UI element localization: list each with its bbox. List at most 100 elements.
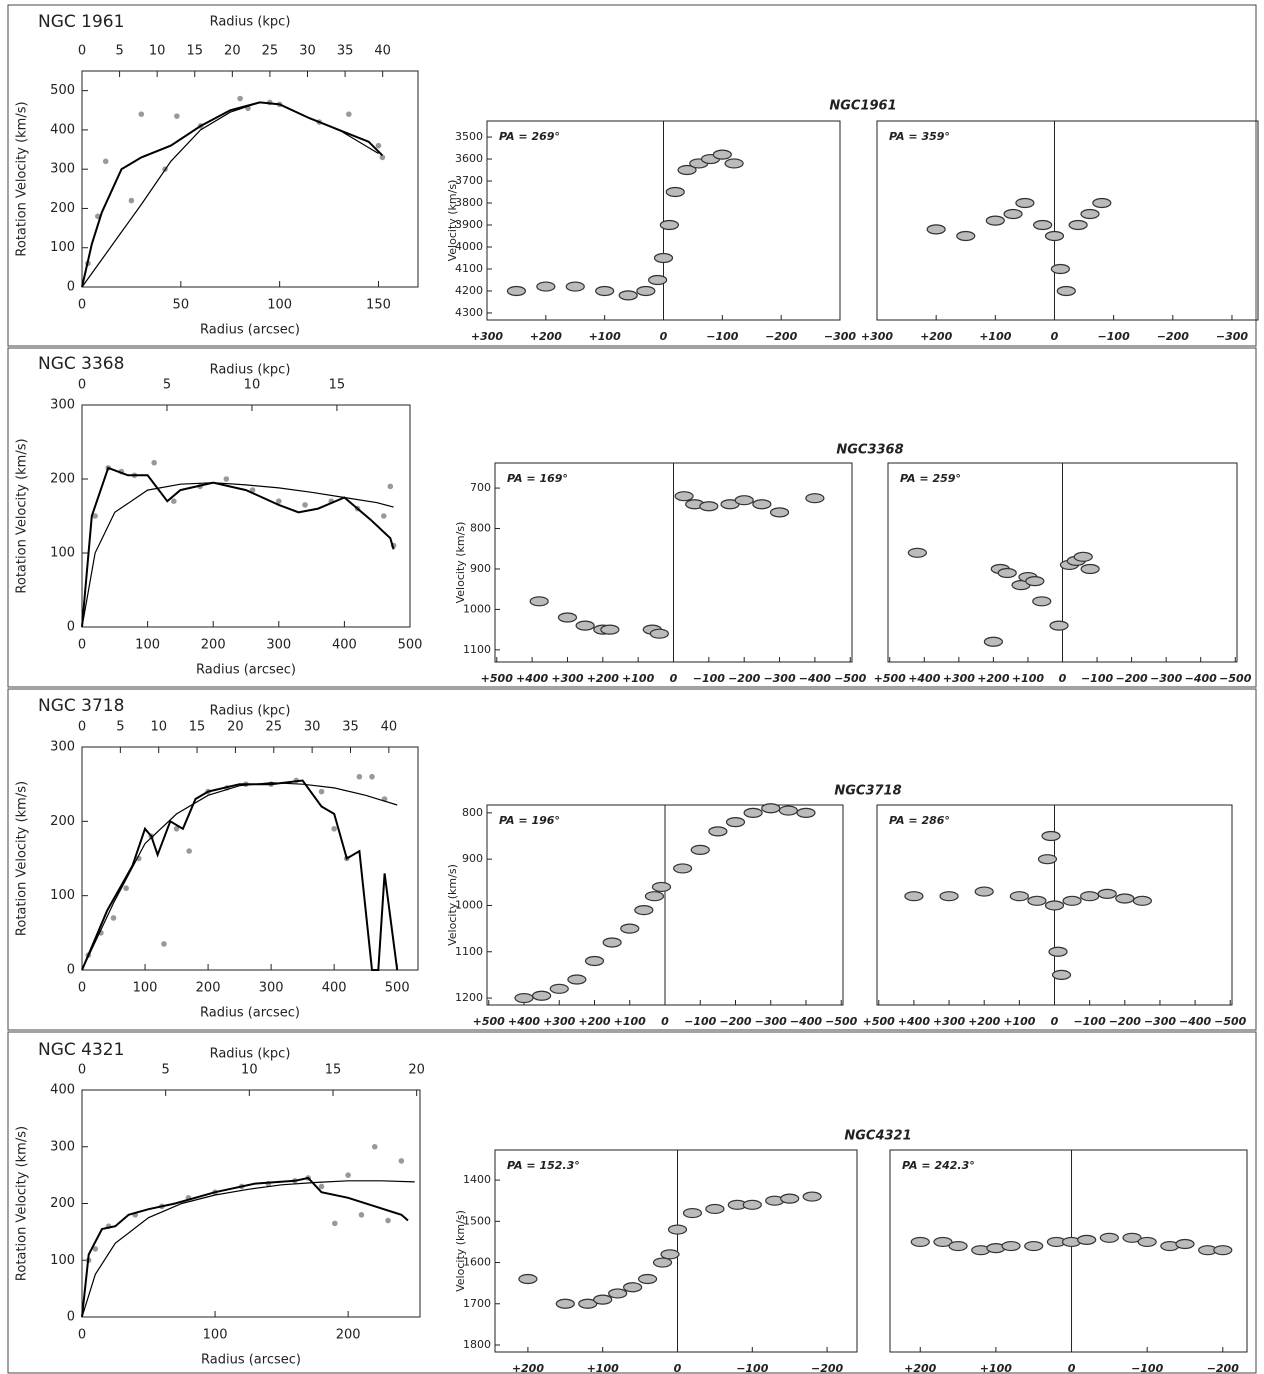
chart-title: NGC 4321 (38, 1040, 124, 1060)
x-tick-label: +400 (516, 672, 549, 685)
x-tick-label: +500 (481, 672, 514, 685)
y-tick-label: 1100 (455, 945, 483, 958)
emission-blob (673, 863, 693, 874)
data-point (318, 1183, 325, 1190)
emission-blob (926, 224, 946, 235)
curve (81, 482, 394, 628)
emission-blob (705, 1203, 725, 1215)
x-tick-label: +300 (471, 330, 504, 343)
emission-blob (649, 628, 669, 639)
x-tick-label: −100 (706, 330, 739, 343)
y-tick-label: 1800 (463, 1338, 491, 1351)
y-tick-label: 4200 (455, 284, 483, 297)
emission-blob (1049, 620, 1069, 631)
emission-blob (769, 507, 790, 518)
row-border (7, 4, 1257, 347)
emission-blob (948, 1240, 968, 1252)
panel-label: PA = 259° (900, 472, 961, 485)
emission-blob (1062, 895, 1082, 906)
emission-blob (1015, 197, 1035, 209)
data-point (223, 476, 230, 482)
emission-blob (682, 1207, 703, 1219)
emission-blob (910, 1236, 930, 1248)
data-point (375, 142, 382, 149)
emission-blob (983, 636, 1003, 647)
x2-tick-label: 25 (262, 44, 279, 59)
panel-label: PA = 169° (507, 472, 568, 485)
emission-blob (1122, 1232, 1142, 1243)
x-tick-label: 0 (78, 298, 86, 313)
panel-label: PA = 269° (499, 130, 560, 143)
emission-blob (1003, 208, 1023, 220)
x2-tick-label: 40 (374, 44, 391, 59)
curve (81, 779, 399, 971)
x-tick-label: +100 (587, 1362, 620, 1374)
y-axis-label: Velocity (km/s) (454, 522, 467, 604)
x-tick-label: −200 (765, 330, 798, 343)
emission-blob (637, 1273, 658, 1285)
y-tick-label: 700 (470, 481, 491, 494)
x2-axis-label: Radius (kpc) (210, 15, 291, 30)
emission-blob (529, 596, 549, 607)
emission-blob (578, 1298, 598, 1309)
row-border (7, 347, 1257, 688)
emission-blob (506, 285, 527, 297)
panel-frame (494, 1149, 858, 1353)
x-tick-label: +500 (473, 1015, 506, 1028)
row-border (7, 1031, 1257, 1374)
x-tick-label: 100 (203, 1328, 228, 1343)
y-tick-label: 100 (50, 888, 75, 903)
emission-blob (644, 891, 665, 902)
x-tick-label: −500 (1214, 1015, 1247, 1028)
emission-blob (1056, 285, 1076, 297)
curve (81, 466, 395, 628)
emission-blob (565, 281, 585, 292)
x2-tick-label: 35 (337, 44, 354, 59)
emission-blob (602, 937, 622, 948)
x-tick-label: 150 (366, 298, 391, 313)
x-tick-label: 500 (398, 638, 423, 653)
x-tick-label: −100 (1131, 1362, 1164, 1374)
emission-blob (1097, 888, 1117, 899)
chart-title: NGC 3368 (38, 354, 124, 374)
x2-tick-label: 15 (186, 44, 203, 59)
emission-blob (674, 491, 694, 502)
data-point (276, 498, 282, 505)
x-tick-label: +400 (898, 1015, 931, 1028)
x-tick-label: −100 (1074, 1015, 1107, 1028)
x-tick-label: 100 (133, 981, 158, 996)
emission-blob (724, 158, 744, 169)
x-tick-label: −500 (825, 1015, 858, 1028)
emission-blob (1099, 1232, 1119, 1243)
emission-blob (778, 805, 798, 816)
data-point (92, 1246, 99, 1252)
y-tick-label: 1100 (463, 643, 491, 656)
data-point (92, 513, 98, 519)
emission-blob (514, 992, 534, 1004)
emission-blob (1025, 576, 1045, 587)
y-tick-label: 0 (67, 280, 75, 295)
y-tick-label: 800 (462, 806, 483, 819)
y-tick-label: 3600 (455, 152, 483, 165)
chart-title: NGC 1961 (38, 12, 124, 32)
emission-blob (651, 881, 672, 893)
x-tick-label: +200 (578, 1015, 611, 1028)
y-tick-label: 3800 (455, 196, 483, 209)
data-point (151, 459, 157, 466)
x-tick-label: −300 (1150, 672, 1183, 685)
emission-blob (536, 281, 556, 292)
x-tick-label: +100 (979, 330, 1012, 343)
x2-tick-label: 10 (149, 44, 166, 59)
y-tick-label: 1200 (455, 991, 483, 1004)
panel-label: PA = 242.3° (902, 1159, 975, 1172)
x-tick-label: 400 (322, 981, 347, 996)
y-axis-label: Rotation Velocity (km/s) (15, 101, 30, 256)
data-point (318, 788, 325, 795)
x-tick-label: −300 (824, 330, 857, 343)
y-tick-label: 1000 (463, 602, 491, 615)
y-tick-label: 1700 (463, 1297, 491, 1310)
x-tick-label: 0 (660, 330, 668, 343)
x-tick-label: 0 (78, 1328, 86, 1343)
emission-blob (593, 1294, 613, 1305)
y-tick-label: 300 (50, 1139, 75, 1154)
